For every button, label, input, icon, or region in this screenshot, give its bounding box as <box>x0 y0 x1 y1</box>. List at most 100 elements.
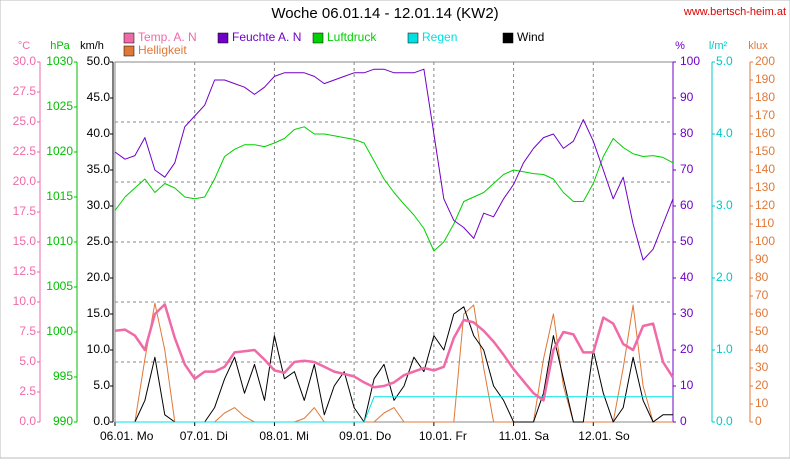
series-line <box>114 68 674 261</box>
legend-label: Wind <box>517 30 544 44</box>
y-tick-label: 80 <box>680 126 694 140</box>
series-line <box>115 306 673 423</box>
y-tick-label: 100 <box>755 234 775 248</box>
axis-title: % <box>675 40 685 52</box>
y-tick-label: 20.0 <box>13 174 37 188</box>
y-tick-label: 170 <box>755 108 775 122</box>
y-tick-label: 40.0 <box>87 126 111 140</box>
y-tick-label: 15.0 <box>13 234 37 248</box>
y-tick-label: 0 <box>755 414 762 428</box>
y-tick-label: 20.0 <box>87 270 111 284</box>
y-tick-label: 200 <box>755 54 775 68</box>
legend-swatch <box>312 32 324 44</box>
y-tick-label: 2.5 <box>19 384 36 398</box>
y-tick-label: 40 <box>680 270 694 284</box>
y-tick-label: 3.0 <box>716 198 733 212</box>
y-tick-label: 30.0 <box>87 198 111 212</box>
x-tick-label: 12.01. So <box>578 429 630 443</box>
y-tick-label: 30.0 <box>13 54 37 68</box>
y-tick-label: 40 <box>755 342 769 356</box>
y-tick-label: 22.5 <box>13 144 37 158</box>
legend-label: Helligkeit <box>138 43 187 57</box>
legend-swatch <box>502 32 514 44</box>
y-tick-label: 12.5 <box>13 264 37 278</box>
series-line <box>114 303 675 402</box>
y-tick-label: 5.0 <box>19 354 36 368</box>
legend-label: Luftdruck <box>327 30 377 44</box>
axis-title: km/h <box>80 40 104 52</box>
y-tick-label: 60 <box>755 306 769 320</box>
y-tick-label: 25.0 <box>13 114 37 128</box>
axis-title: l/m² <box>709 40 728 52</box>
y-tick-label: 50 <box>680 234 694 248</box>
y-tick-label: 60 <box>680 198 694 212</box>
y-tick-label: 995 <box>53 369 73 383</box>
legend-swatch <box>123 32 135 44</box>
y-tick-label: 0.0 <box>19 414 36 428</box>
series-line <box>115 396 673 423</box>
y-tick-label: 17.5 <box>13 204 37 218</box>
legend-label: Temp. A. N <box>138 30 197 44</box>
x-tick-label: 06.01. Mo <box>100 429 154 443</box>
source: www.bertsch-heim.at <box>683 6 786 18</box>
y-tick-label: 1000 <box>46 324 73 338</box>
y-tick-label: 20 <box>680 342 694 356</box>
y-tick-label: 150 <box>755 144 775 158</box>
legend-swatch <box>407 32 419 44</box>
y-tick-label: 30 <box>680 306 694 320</box>
y-tick-label: 1005 <box>46 279 73 293</box>
chart-title: Woche 06.01.14 - 12.01.14 (KW2) <box>271 5 498 22</box>
y-tick-label: 2.0 <box>716 270 733 284</box>
y-tick-label: 90 <box>680 90 694 104</box>
y-tick-label: 5.0 <box>716 54 733 68</box>
y-tick-label: 25.0 <box>87 234 111 248</box>
legend-swatch <box>123 45 135 57</box>
y-tick-label: 45.0 <box>87 90 111 104</box>
y-tick-label: 1015 <box>46 189 73 203</box>
y-tick-label: 160 <box>755 126 775 140</box>
y-tick-label: 20 <box>755 378 769 392</box>
y-tick-label: 27.5 <box>13 84 37 98</box>
y-tick-label: 190 <box>755 72 775 86</box>
y-tick-label: 1020 <box>46 144 73 158</box>
legend-label: Feuchte A. N <box>232 30 301 44</box>
y-tick-label: 1030 <box>46 54 73 68</box>
y-tick-label: 180 <box>755 90 775 104</box>
y-tick-label: 110 <box>755 216 774 230</box>
axis-title: klux <box>748 40 768 52</box>
series-line <box>114 126 674 252</box>
y-tick-label: 0.0 <box>93 414 110 428</box>
x-tick-label: 11.01. Sa <box>499 429 550 443</box>
y-tick-label: 1025 <box>46 99 73 113</box>
y-tick-label: 5.0 <box>93 378 110 392</box>
y-tick-label: 15.0 <box>87 306 111 320</box>
x-tick-label: 08.01. Mi <box>259 429 308 443</box>
x-tick-label: 09.01. Do <box>339 429 391 443</box>
y-tick-label: 990 <box>53 414 73 428</box>
x-tick-label: 07.01. Di <box>180 429 228 443</box>
y-tick-label: 10.0 <box>87 342 111 356</box>
y-tick-label: 35.0 <box>87 162 111 176</box>
legend-swatch <box>217 32 229 44</box>
y-tick-label: 70 <box>755 288 769 302</box>
y-tick-label: 30 <box>755 360 769 374</box>
y-tick-label: 100 <box>680 54 700 68</box>
y-tick-label: 90 <box>755 252 769 266</box>
y-tick-label: 50.0 <box>87 54 111 68</box>
y-tick-label: 50 <box>755 324 769 338</box>
y-tick-label: 10 <box>755 396 769 410</box>
y-tick-label: 10.0 <box>13 294 37 308</box>
y-tick-label: 130 <box>755 180 775 194</box>
axis-title: hPa <box>50 40 70 52</box>
y-tick-label: 140 <box>755 162 775 176</box>
legend-label: Regen <box>422 30 457 44</box>
y-tick-label: 7.5 <box>19 324 36 338</box>
y-tick-label: 10 <box>680 378 694 392</box>
y-tick-label: 1010 <box>46 234 73 248</box>
axis-title: °C <box>18 40 30 52</box>
y-tick-label: 0 <box>680 414 687 428</box>
y-tick-label: 70 <box>680 162 694 176</box>
x-tick-label: 10.01. Fr <box>419 429 467 443</box>
